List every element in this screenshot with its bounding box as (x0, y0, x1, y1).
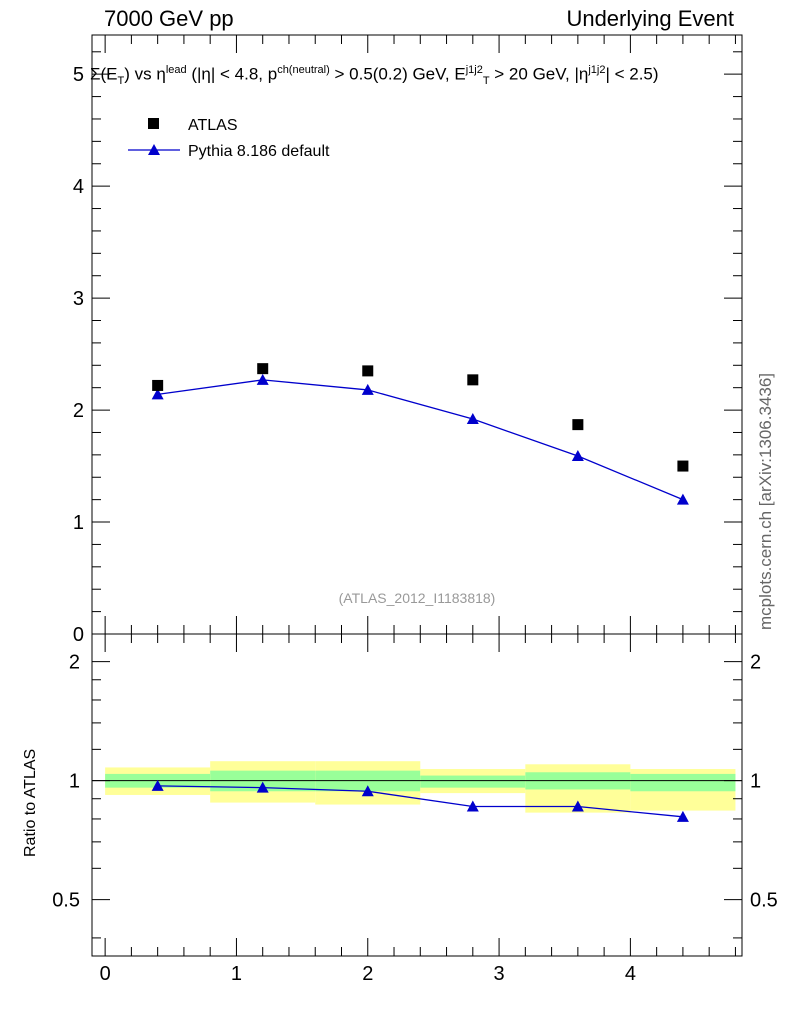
reference-label: (ATLAS_2012_I1183818) (338, 590, 496, 606)
main-ytick-label: 0 (73, 624, 84, 646)
uncertainty-band-inner (420, 775, 526, 788)
main-ytick-label: 2 (73, 400, 84, 422)
main-ytick-label: 5 (73, 64, 84, 86)
main-ytick-label: 3 (73, 288, 84, 310)
ratio-line (157, 785, 683, 818)
data-point (677, 460, 689, 472)
data-point (152, 379, 164, 391)
ratio-ylabel: Ratio to ATLAS (22, 748, 39, 857)
ratio-ytick-label: 1 (69, 771, 80, 793)
plot-title: Σ(ET) vs ηlead (|η| < 4.8, pch(neutral) … (90, 64, 659, 87)
ratio-xtick-label: 0 (100, 963, 111, 985)
mc-point (256, 373, 269, 385)
title-part: > 20 GeV, |η (489, 64, 589, 84)
ratio-frame (91, 633, 743, 957)
mc-point (151, 388, 164, 400)
side-label: mcplots.cern.ch [arXiv:1306.3436] (756, 372, 775, 630)
title-sup: j1j2 (465, 64, 483, 76)
title-sup: j1j2 (588, 64, 606, 76)
ratio-ytick-label: 2 (750, 652, 761, 674)
mc-point (466, 413, 479, 425)
ratio-point (676, 810, 689, 822)
title-sup: ch(neutral) (277, 64, 330, 76)
ratio-ytick-label: 2 (69, 652, 80, 674)
ratio-point (361, 785, 374, 797)
legend-label-data: ATLAS (188, 117, 238, 134)
uncertainty-band-inner (630, 773, 736, 792)
ratio-xtick-label: 3 (494, 963, 505, 985)
header-left: 7000 GeV pp (104, 6, 234, 31)
data-point (467, 374, 479, 386)
title-part: | < 2.5) (605, 64, 659, 84)
mc-point (676, 493, 689, 505)
ratio-xtick-label: 2 (362, 963, 373, 985)
legend-marker-mc (148, 144, 160, 155)
ratio-ytick-label: 1 (750, 771, 761, 793)
mc-point (571, 449, 584, 461)
ratio-point (571, 800, 584, 812)
data-point (257, 363, 269, 375)
data-point (362, 365, 374, 377)
header-right: Underlying Event (566, 6, 734, 31)
title-sub: T (117, 75, 125, 88)
title-sup: lead (165, 64, 187, 76)
ratio-point (466, 800, 479, 812)
ratio-point (256, 781, 269, 793)
data-point (572, 419, 584, 431)
title-sub: T (482, 75, 490, 88)
ratio-ytick-label: 0.5 (52, 890, 80, 912)
title-part: ) vs η (124, 64, 166, 84)
ratio-xtick-label: 1 (231, 963, 242, 985)
mc-line (157, 379, 684, 501)
title-part: > 0.5(0.2) GeV, E (329, 64, 466, 84)
legend-marker-data (148, 118, 159, 129)
legend-label-mc: Pythia 8.186 default (188, 143, 330, 160)
ratio-xtick-label: 4 (625, 963, 636, 985)
ratio-point (151, 779, 164, 791)
main-ytick-label: 4 (73, 176, 84, 198)
main-ytick-label: 1 (73, 512, 84, 534)
ratio-ytick-label: 0.5 (750, 890, 778, 912)
title-part: (|η| < 4.8, p (186, 64, 278, 84)
mc-point (361, 383, 374, 395)
